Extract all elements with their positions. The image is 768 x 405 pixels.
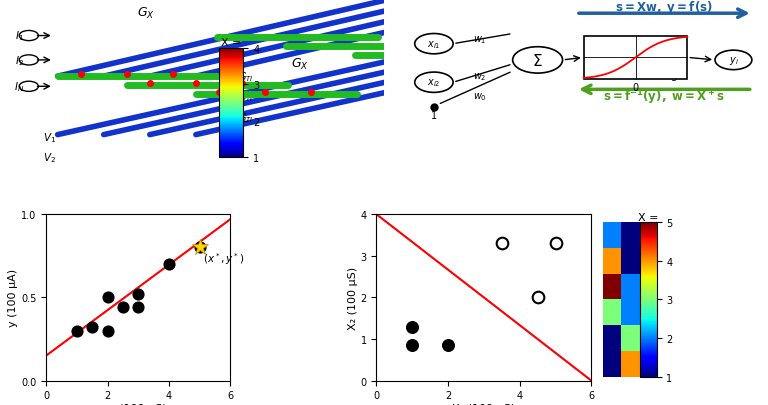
Point xyxy=(549,241,561,247)
Y-axis label: X₂ (100 μS): X₂ (100 μS) xyxy=(348,266,358,329)
Point xyxy=(117,305,129,311)
Point xyxy=(495,241,508,247)
Point xyxy=(132,305,144,311)
Text: $w_2$: $w_2$ xyxy=(473,71,487,83)
Text: $G_X$: $G_X$ xyxy=(137,6,155,21)
Text: s: s xyxy=(672,73,677,83)
Text: 1: 1 xyxy=(596,37,602,47)
Text: $G_{TI}$: $G_{TI}$ xyxy=(238,111,253,124)
Text: $G_X$: $G_X$ xyxy=(290,57,309,72)
Point xyxy=(163,261,175,268)
Point xyxy=(86,324,98,331)
FancyBboxPatch shape xyxy=(584,36,687,80)
Text: $y_i$: $y_i$ xyxy=(729,55,738,67)
Circle shape xyxy=(715,51,752,70)
Text: $I_2$: $I_2$ xyxy=(15,54,24,68)
Point xyxy=(406,324,419,330)
X-axis label: X₁ (100 μS): X₁ (100 μS) xyxy=(452,403,515,405)
Text: $V_2$: $V_2$ xyxy=(44,151,56,165)
Text: $\Sigma$: $\Sigma$ xyxy=(532,53,543,69)
Point xyxy=(406,342,419,349)
Text: $w_1$: $w_1$ xyxy=(473,34,487,47)
Text: $x_{i1}$: $x_{i1}$ xyxy=(427,38,441,51)
Text: $w_0$: $w_0$ xyxy=(473,91,487,103)
Point xyxy=(71,328,83,334)
Text: $I_1$: $I_1$ xyxy=(15,30,24,43)
Text: $V_1$: $V_1$ xyxy=(43,131,57,145)
Point xyxy=(101,294,114,301)
Y-axis label: y (100 μA): y (100 μA) xyxy=(8,269,18,327)
Point xyxy=(194,245,206,251)
Text: $I_N$: $I_N$ xyxy=(14,80,25,94)
Point xyxy=(531,294,544,301)
Text: $x_{i2}$: $x_{i2}$ xyxy=(427,77,441,89)
Text: $G_{TI}$: $G_{TI}$ xyxy=(238,70,253,84)
Text: $\mathbf{s = f^{-1}(y),\ w = X^+ s}$: $\mathbf{s = f^{-1}(y),\ w = X^+ s}$ xyxy=(604,87,725,107)
Text: $(x^*, y^*)$: $(x^*, y^*)$ xyxy=(203,251,244,267)
Text: y: y xyxy=(677,37,683,47)
Point xyxy=(442,342,454,349)
Text: $G_{TI}$: $G_{TI}$ xyxy=(238,90,253,104)
Text: $\mathbf{s = Xw,\ y = f(s)}$: $\mathbf{s = Xw,\ y = f(s)}$ xyxy=(615,0,713,15)
Text: 1: 1 xyxy=(431,111,437,120)
X-axis label: x (100 μS): x (100 μS) xyxy=(109,403,167,405)
Title: X =: X = xyxy=(638,212,658,222)
Text: 0: 0 xyxy=(633,83,638,93)
Point xyxy=(101,328,114,334)
Title: X =: X = xyxy=(221,38,241,48)
Point xyxy=(132,291,144,298)
Circle shape xyxy=(512,48,562,74)
